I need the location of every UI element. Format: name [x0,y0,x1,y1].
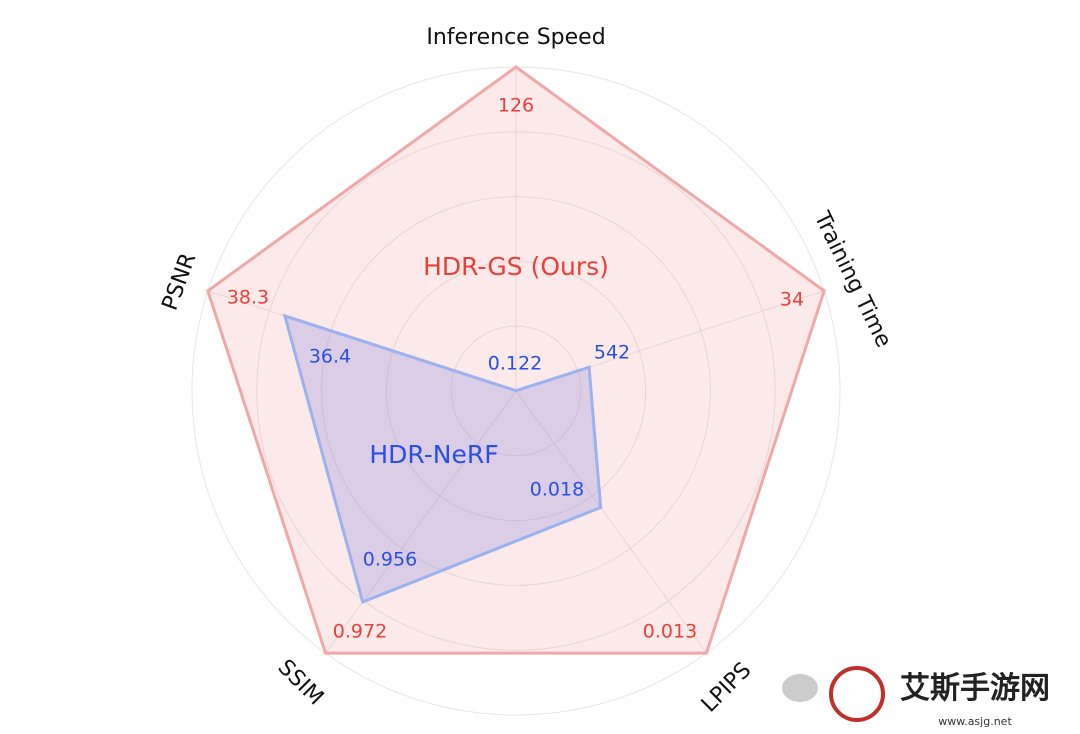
series-label: HDR-NeRF [369,440,498,469]
value-label: 38.3 [227,287,269,309]
axis-label: PSNR [158,250,202,314]
watermark-url: www.asjg.net [938,715,1012,728]
series-area [206,65,826,655]
axis-label: Training Time [808,207,896,352]
watermark: 艾斯手游网 www.asjg.net [782,666,1050,728]
value-label: 0.013 [643,621,697,643]
watermark-text: 艾斯手游网 [900,671,1050,706]
watermark-icon [782,674,818,702]
plot: 126 34 0.013 0.972 38.3 0.122 542 0.018 0.956 36.… [158,25,896,717]
value-label: 0.972 [333,621,387,643]
grid-spoke [515,390,707,654]
axis-label: SSIM [273,655,328,710]
series-label: HDR-GS (Ours) [423,252,609,281]
watermark-logo [829,666,885,722]
axis-label: LPIPS [697,658,757,718]
value-label: 0.018 [530,479,584,501]
value-label: 0.122 [488,353,542,375]
grid-spoke [325,390,517,654]
value-label: 0.956 [363,549,417,571]
series-area [282,313,603,604]
axis-label: Inference Speed [426,25,605,50]
value-label: 126 [498,95,534,117]
value-label: 36.4 [309,346,351,368]
value-label: 542 [594,342,630,364]
value-label: 34 [780,289,804,311]
